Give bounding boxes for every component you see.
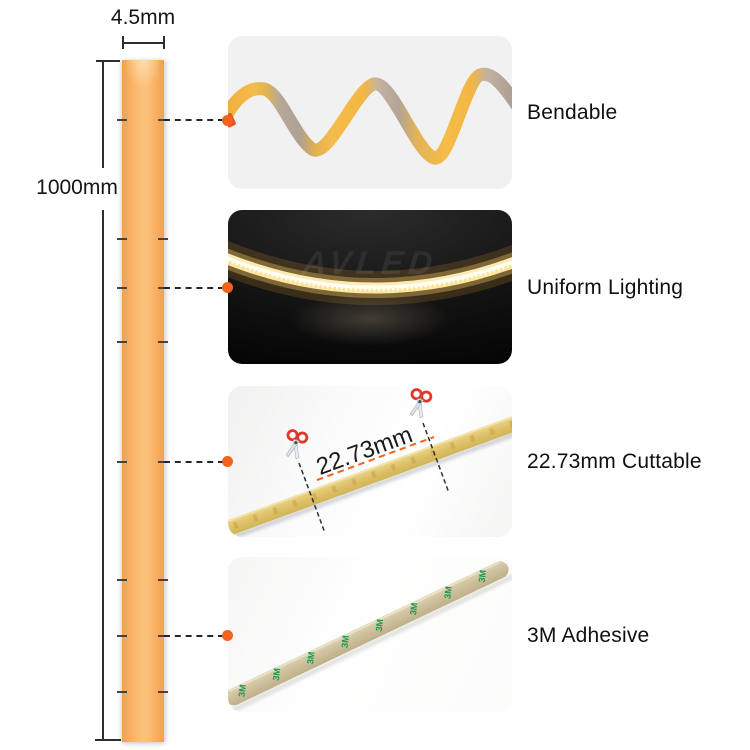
strip-tick — [158, 635, 168, 637]
strip-tick — [117, 119, 127, 121]
cut-mark-line — [298, 462, 326, 534]
cut-mark-line — [422, 422, 450, 494]
feature-panel-bendable — [228, 36, 512, 189]
feature-panel-cuttable: 22.73mm — [228, 386, 512, 537]
strip-tick — [158, 238, 168, 240]
feature-label-uniform-lighting: Uniform Lighting — [527, 276, 684, 299]
feature-label-adhesive: 3M Adhesive — [527, 624, 650, 647]
strip-tick — [117, 461, 127, 463]
length-dimension-line — [102, 61, 104, 168]
callout-dot — [222, 456, 233, 467]
callout-dot — [222, 630, 233, 641]
wavy-led-strip — [228, 67, 512, 165]
led-strip-bar — [122, 60, 164, 742]
strip-tick — [158, 579, 168, 581]
callout-connector-line — [164, 635, 224, 637]
length-dimension-end-tick — [96, 60, 120, 62]
feature-panel-uniform-lighting: AVLED — [228, 210, 512, 364]
strip-tick — [158, 287, 168, 289]
strip-tick — [117, 579, 127, 581]
3m-print: 3M — [408, 602, 419, 616]
strip-tick — [117, 635, 127, 637]
strip-shadow — [228, 425, 512, 537]
tape-shadow — [230, 574, 512, 712]
scissors-icon — [281, 428, 310, 462]
width-dimension-end-tick — [163, 36, 165, 49]
feature-label-bendable: Bendable — [527, 101, 618, 124]
strip-tick — [117, 691, 127, 693]
lit-strip-highlight — [228, 256, 512, 291]
3m-print: 3M — [305, 651, 316, 665]
strip-tick — [117, 238, 127, 240]
adhesive-backing-strip: 3M 3M 3M 3M 3M 3M 3M 3M — [228, 561, 512, 712]
strip-tick — [117, 341, 127, 343]
3m-print: 3M — [374, 618, 385, 632]
length-dimension-end-tick — [95, 739, 121, 741]
strip-tick — [158, 691, 168, 693]
callout-dot — [222, 282, 233, 293]
3m-print: 3M — [271, 668, 282, 682]
tape-body — [228, 561, 509, 706]
strip-length-label: 1000mm — [36, 176, 118, 199]
cut-length-dimension-line — [316, 436, 435, 481]
strip-tick — [117, 287, 127, 289]
strip-width-label: 4.5mm — [110, 6, 176, 29]
scissors-icon — [405, 387, 434, 421]
diagonal-led-strip — [228, 410, 512, 537]
adhesive-tape-image: 3M 3M 3M 3M 3M 3M 3M 3M — [228, 561, 512, 712]
tape-edge-highlight — [228, 561, 500, 693]
strip-tick — [158, 341, 168, 343]
width-dimension-line — [123, 42, 164, 44]
strip-tick — [158, 461, 168, 463]
bendable-strip-image — [228, 67, 512, 165]
3m-print: 3M — [237, 684, 248, 698]
feature-panel-adhesive: 3M 3M 3M 3M 3M 3M 3M 3M — [228, 557, 512, 712]
3m-print: 3M — [477, 569, 488, 583]
brand-prints: 3M 3M 3M 3M 3M 3M 3M 3M — [237, 569, 488, 698]
callout-dot — [222, 115, 233, 126]
3m-print: 3M — [442, 586, 453, 600]
glowing-strip-image — [228, 240, 512, 305]
callout-connector-line — [164, 119, 224, 121]
3m-print: 3M — [339, 635, 350, 649]
callout-connector-line — [164, 287, 224, 289]
strip-tick — [158, 119, 168, 121]
cuttable-strip-image: 22.73mm — [228, 387, 512, 537]
feature-label-cuttable: 22.73mm Cuttable — [527, 450, 702, 473]
width-dimension-end-tick — [122, 36, 124, 49]
callout-connector-line — [164, 461, 224, 463]
glow-reflection — [258, 282, 482, 356]
strip-body — [228, 410, 512, 537]
strip-edge-highlight — [228, 410, 512, 528]
length-dimension-line — [102, 210, 104, 741]
